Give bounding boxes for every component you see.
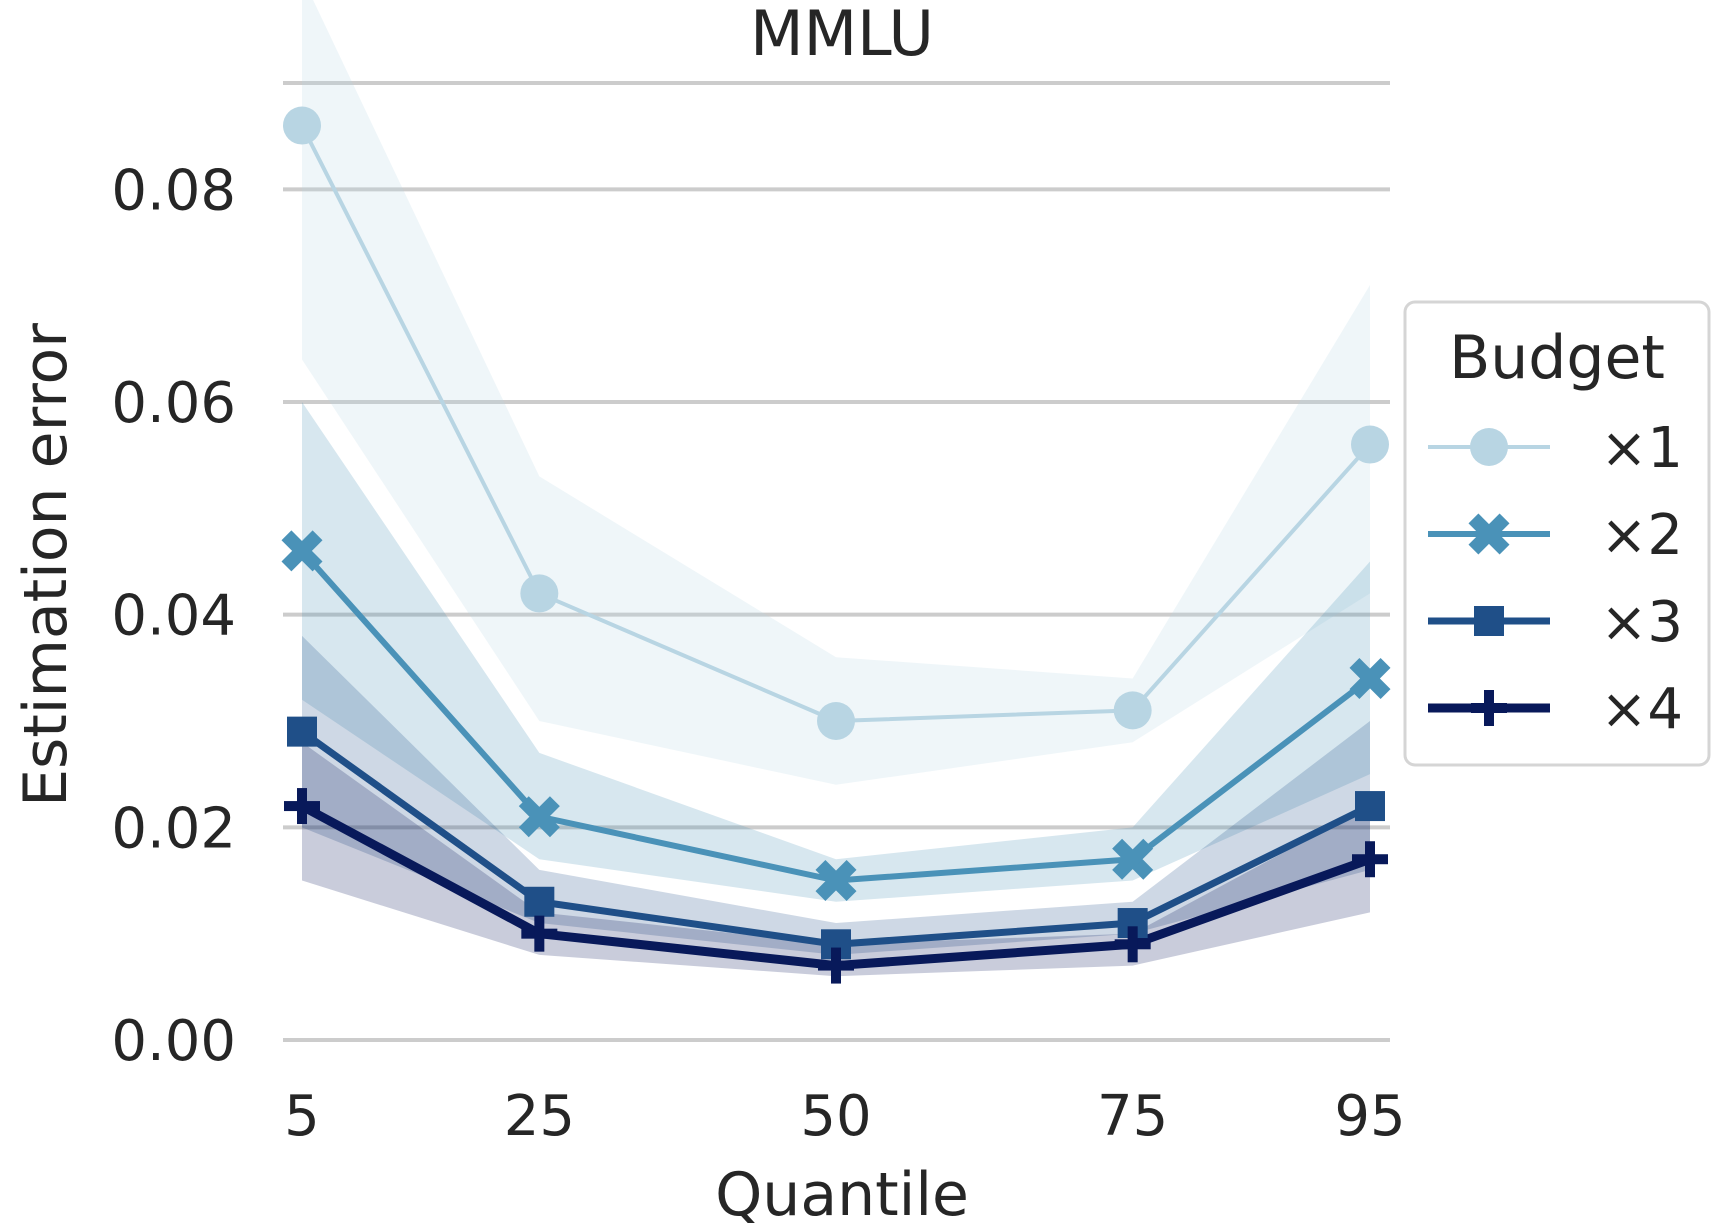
legend-entry: ×1: [1428, 416, 1683, 481]
data-point-series-3: [1355, 791, 1385, 822]
legend-swatch-marker: [1474, 606, 1504, 636]
data-point-series-4: [521, 915, 558, 952]
band-series-1: [302, 0, 1370, 785]
x-tick-labels: 5 25 50 75 95: [284, 1084, 1405, 1149]
legend-label: ×4: [1600, 677, 1683, 742]
data-point-series-2: [518, 796, 560, 838]
data-point-series-2: [815, 859, 857, 902]
data-point-series-1: [1113, 691, 1152, 730]
legend-entry: ×4: [1428, 677, 1683, 742]
legend-entry: ×2: [1428, 503, 1683, 568]
y-tick-label: 0.04: [111, 584, 236, 649]
data-point-series-1: [520, 574, 559, 613]
chart-title: MMLU: [750, 0, 934, 70]
data-point-series-4: [284, 788, 320, 825]
legend-label: ×3: [1600, 590, 1683, 655]
confidence-bands: [302, 0, 1370, 977]
legend-entry: ×3: [1428, 590, 1683, 655]
data-point-series-4: [1352, 841, 1388, 878]
band-series-3: [302, 635, 1370, 955]
y-tick-labels: 0.00 0.02 0.04 0.06 0.08: [111, 158, 236, 1074]
data-point-series-2: [281, 530, 323, 572]
legend-entries: ×1 ×2 ×3 ×4: [1428, 416, 1683, 742]
band-series-4: [302, 742, 1370, 977]
x-axis-title: Quantile: [715, 1160, 969, 1226]
legend-box: [1403, 300, 1711, 767]
legend-title: Budget: [1449, 323, 1665, 393]
legend-swatch-marker: [1470, 428, 1508, 466]
band-series-2: [302, 402, 1370, 902]
legend-swatch-marker: [1468, 513, 1510, 555]
grid-lines: [283, 81, 1390, 1042]
data-point-series-1: [1351, 425, 1389, 464]
legend-swatch-marker: [1471, 690, 1507, 726]
x-tick-label: 75: [1097, 1084, 1168, 1149]
x-tick-label: 5: [284, 1084, 320, 1149]
y-tick-label: 0.00: [111, 1009, 236, 1074]
x-tick-label: 25: [504, 1084, 575, 1149]
x-tick-label: 50: [800, 1084, 871, 1149]
data-point-series-4: [818, 947, 854, 984]
y-axis-title: Estimation error: [11, 323, 81, 807]
data-point-series-1: [283, 106, 321, 145]
data-point-series-1: [817, 702, 855, 740]
y-tick-label: 0.08: [111, 158, 236, 223]
data-point-series-3: [287, 716, 317, 747]
series-markers: [281, 106, 1391, 984]
y-tick-label: 0.02: [111, 796, 236, 861]
data-point-series-2: [1112, 838, 1154, 880]
legend-label: ×1: [1600, 416, 1683, 481]
x-tick-label: 95: [1334, 1084, 1405, 1149]
data-point-series-3: [524, 886, 555, 917]
legend-label: ×2: [1600, 503, 1683, 568]
y-tick-label: 0.06: [111, 371, 236, 436]
legend: Budget ×1 ×2 ×3 ×4: [1403, 300, 1711, 767]
data-point-series-2: [1349, 657, 1391, 699]
data-point-series-4: [1114, 926, 1151, 963]
